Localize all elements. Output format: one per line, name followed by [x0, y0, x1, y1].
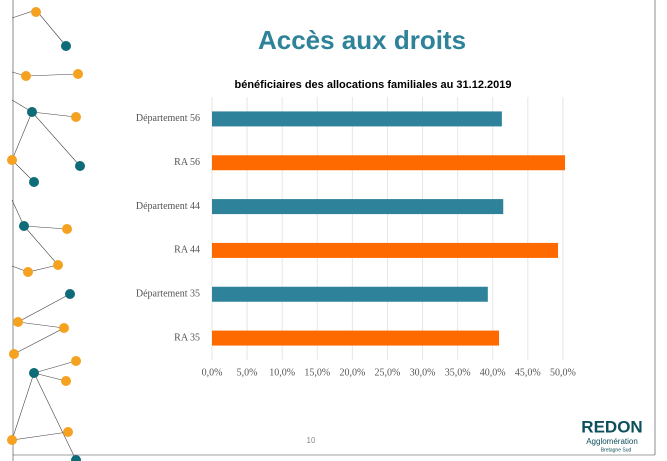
x-tick-label: 30,0% [410, 367, 436, 378]
x-tick-label: 40,0% [480, 367, 506, 378]
y-tick-label: Département 35 [136, 289, 200, 300]
y-tick-label: Département 56 [136, 113, 200, 124]
page-number: 10 [307, 436, 316, 445]
y-tick-label: RA 44 [174, 245, 200, 256]
x-tick-label: 20,0% [339, 367, 365, 378]
logo: REDON [581, 417, 642, 436]
decoration [11, 0, 656, 461]
bar [212, 155, 566, 171]
x-tick-label: 45,0% [515, 367, 541, 378]
bar [212, 286, 488, 302]
x-tick-label: 50,0% [550, 367, 576, 378]
logo-sub: Agglomération [586, 437, 638, 446]
y-tick-label: RA 35 [174, 332, 200, 343]
x-tick-label: 5,0% [237, 367, 258, 378]
decoration-dots [7, 7, 85, 461]
x-tick-label: 15,0% [304, 367, 330, 378]
logo-sub2: Bretagne Sud [601, 447, 632, 453]
x-tick-label: 10,0% [269, 367, 295, 378]
bar [212, 199, 504, 215]
y-tick-label: RA 56 [174, 157, 200, 168]
chart-title: bénéficiaires des allocations familiales… [235, 79, 512, 91]
x-tick-label: 35,0% [445, 367, 471, 378]
x-tick-label: 25,0% [375, 367, 401, 378]
bar [212, 330, 500, 346]
bar [212, 111, 502, 127]
bar [212, 242, 558, 258]
y-tick-label: Département 44 [136, 201, 200, 212]
slide-title: Accès aux droits [258, 25, 466, 55]
x-tick-label: 0,0% [202, 367, 223, 378]
